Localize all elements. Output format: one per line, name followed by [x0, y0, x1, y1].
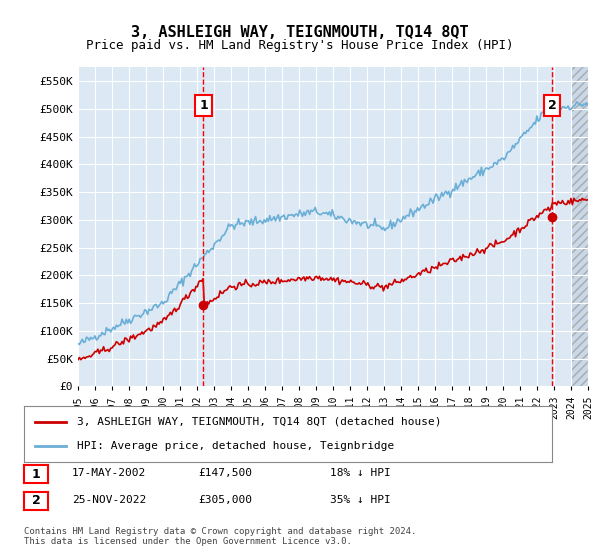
- Text: 1: 1: [32, 468, 40, 480]
- Text: £305,000: £305,000: [198, 495, 252, 505]
- Text: Price paid vs. HM Land Registry's House Price Index (HPI): Price paid vs. HM Land Registry's House …: [86, 39, 514, 52]
- Text: HPI: Average price, detached house, Teignbridge: HPI: Average price, detached house, Teig…: [77, 441, 394, 451]
- Text: 35% ↓ HPI: 35% ↓ HPI: [330, 495, 391, 505]
- Text: 3, ASHLEIGH WAY, TEIGNMOUTH, TQ14 8QT (detached house): 3, ASHLEIGH WAY, TEIGNMOUTH, TQ14 8QT (d…: [77, 417, 442, 427]
- Text: £147,500: £147,500: [198, 468, 252, 478]
- Bar: [571, 67, 588, 386]
- Text: 17-MAY-2002: 17-MAY-2002: [72, 468, 146, 478]
- Text: 25-NOV-2022: 25-NOV-2022: [72, 495, 146, 505]
- Text: Contains HM Land Registry data © Crown copyright and database right 2024.
This d: Contains HM Land Registry data © Crown c…: [24, 526, 416, 546]
- Text: 1: 1: [199, 99, 208, 112]
- Text: 18% ↓ HPI: 18% ↓ HPI: [330, 468, 391, 478]
- Text: 2: 2: [548, 99, 557, 112]
- Text: 2: 2: [32, 494, 40, 507]
- Text: 3, ASHLEIGH WAY, TEIGNMOUTH, TQ14 8QT: 3, ASHLEIGH WAY, TEIGNMOUTH, TQ14 8QT: [131, 25, 469, 40]
